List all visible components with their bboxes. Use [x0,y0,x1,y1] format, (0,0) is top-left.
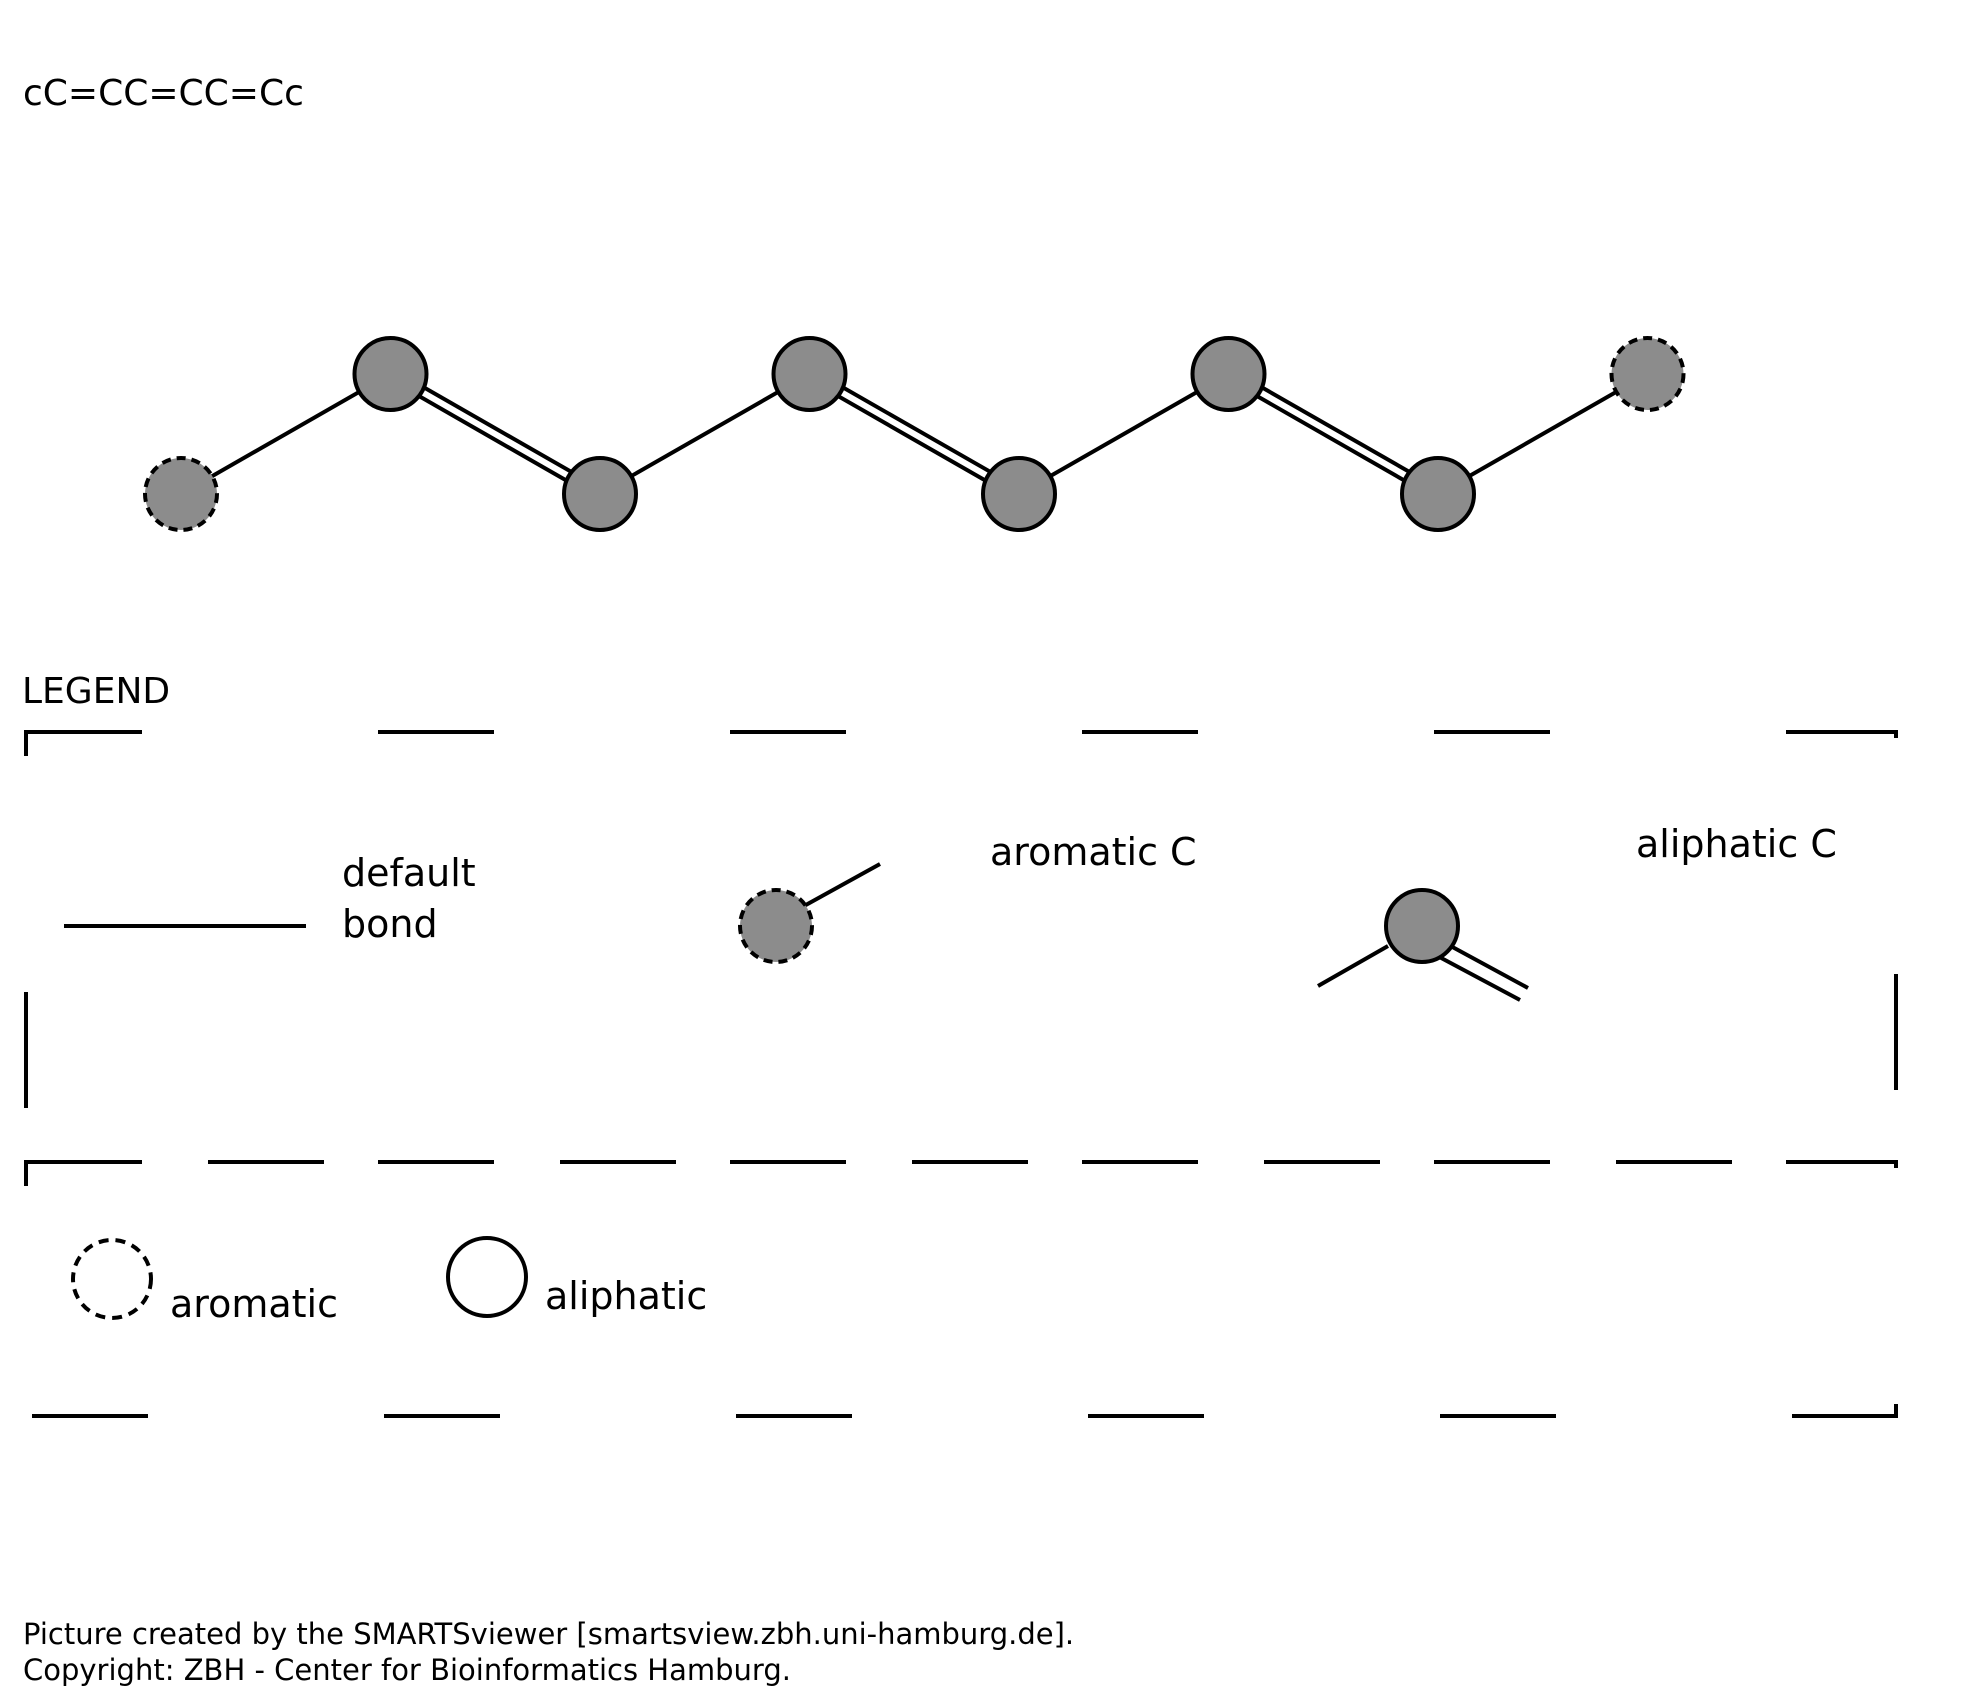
aromatic-carbon-atom [1609,336,1686,412]
aromatic-c-label: aromatic C [990,830,1197,874]
legend-aliphatic: aliphatic [446,1236,707,1318]
double-bond-line [392,367,604,492]
molecule-atoms [143,336,1686,532]
legend-default-bond: default bond [64,851,476,946]
single-bond [1437,372,1649,496]
molecule-bonds [180,367,1649,497]
single-bond [599,372,811,496]
aliphatic-carbon-atom [352,336,429,412]
aromatic-carbon-atom [143,456,219,532]
double-bond-line [1230,367,1442,492]
aromatic-label: aromatic [170,1282,338,1326]
aromatic-c-bond-stub [803,862,881,908]
single-bond [1018,372,1230,496]
smarts-string: cC=CC=CC=Cc [23,73,304,114]
legend-frame-top [24,730,1898,1164]
single-bond [180,372,392,496]
double-bond-line [813,380,1011,497]
aliphatic-ring-icon [446,1236,528,1318]
footer-line-1: Picture created by the SMARTSviewer [sma… [23,1617,1074,1651]
legend-aromatic: aromatic [71,1238,338,1326]
legend-title: LEGEND [22,671,170,712]
double-bond-line [1232,380,1430,497]
aliphatic-c-atom [1384,888,1460,964]
aliphatic-c-label: aliphatic C [1636,822,1837,866]
aliphatic-carbon-atom [562,456,638,532]
aliphatic-label: aliphatic [545,1274,707,1318]
aromatic-c-atom [738,888,814,964]
default-bond-label-line2: bond [342,902,438,946]
aliphatic-carbon-atom [1400,456,1476,532]
aliphatic-carbon-atom [771,336,848,412]
footer-line-2: Copyright: ZBH - Center for Bioinformati… [23,1653,791,1687]
double-bond-line [394,380,592,497]
double-bond-line [811,367,1023,492]
default-bond-label-line1: default [342,851,476,895]
aliphatic-c-single-stub [1317,944,1389,988]
legend-frame-top-border [24,730,1898,1164]
aliphatic-carbon-atom [981,456,1057,532]
aliphatic-carbon-atom [1190,336,1267,412]
aliphatic-c-double-stub-2 [1429,950,1521,1002]
legend-aliphatic-c: aliphatic C [1317,822,1837,1002]
aromatic-ring-icon [71,1238,153,1320]
legend-aromatic-c: aromatic C [738,830,1197,964]
